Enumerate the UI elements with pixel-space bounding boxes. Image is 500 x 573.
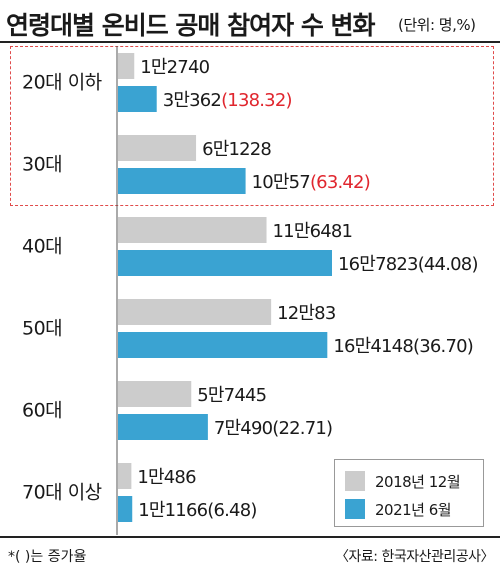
bar-2018-60s bbox=[118, 381, 192, 407]
value-label-2021-60s: 7만490(22.71) bbox=[214, 418, 332, 439]
value-label-2021-30s: 10만57(63.42) bbox=[252, 172, 370, 193]
bar-2018-20s-under bbox=[118, 53, 135, 79]
bar-2021-50s bbox=[118, 332, 328, 358]
growth-label-70s-over: (6.48) bbox=[207, 500, 256, 521]
growth-label-40s: (44.08) bbox=[418, 254, 478, 275]
bar-2021-40s bbox=[118, 250, 332, 276]
value-label-2018-70s-over: 1만486 bbox=[137, 467, 196, 488]
bar-2018-40s bbox=[118, 217, 267, 243]
value-label-2021-50s: 16만4148(36.70) bbox=[333, 336, 473, 357]
legend-item-2021: 2021년 6월 bbox=[345, 498, 452, 520]
footnote: *( )는 증가율 bbox=[8, 549, 87, 565]
growth-label-50s: (36.70) bbox=[413, 336, 473, 357]
legend-swatch-2021 bbox=[345, 499, 365, 519]
category-label-50s: 50대 bbox=[22, 318, 62, 340]
category-label-40s: 40대 bbox=[22, 236, 62, 258]
value-label-2018-20s-under: 1만2740 bbox=[140, 57, 209, 78]
bar-2021-30s bbox=[118, 168, 246, 194]
legend-swatch-2018 bbox=[345, 471, 365, 491]
source-credit: 〈자료: 한국자산관리공사〉 bbox=[335, 549, 494, 565]
top-rule bbox=[0, 41, 500, 43]
value-label-2018-60s: 5만7445 bbox=[197, 385, 266, 406]
legend-item-2018: 2018년 12월 bbox=[345, 470, 461, 492]
bar-2021-20s-under bbox=[118, 86, 157, 112]
highlight-box bbox=[10, 46, 494, 206]
category-label-70s-over: 70대 이상 bbox=[22, 482, 102, 504]
legend-label-2021: 2021년 6월 bbox=[375, 500, 452, 519]
value-label-2018-40s: 11만6481 bbox=[273, 221, 353, 242]
bar-2018-70s-over bbox=[118, 463, 132, 489]
value-label-2021-20s-under: 3만362(138.32) bbox=[163, 90, 292, 111]
legend: 2018년 12월 2021년 6월 bbox=[334, 459, 484, 527]
category-label-60s: 60대 bbox=[22, 400, 62, 422]
value-label-2021-70s-over: 1만1166(6.48) bbox=[138, 500, 256, 521]
unit-note: (단위: 명,%) bbox=[398, 16, 476, 34]
bottom-rule bbox=[0, 536, 500, 538]
value-label-2018-30s: 6만1228 bbox=[202, 139, 271, 160]
category-label-20s-under: 20대 이하 bbox=[22, 72, 102, 94]
growth-label-60s: (22.71) bbox=[272, 418, 332, 439]
legend-label-2018: 2018년 12월 bbox=[375, 472, 461, 491]
value-label-2021-40s: 16만7823(44.08) bbox=[338, 254, 478, 275]
category-label-30s: 30대 bbox=[22, 154, 62, 176]
bar-2018-50s bbox=[118, 299, 272, 325]
bar-2021-70s-over bbox=[118, 496, 133, 522]
bar-2018-30s bbox=[118, 135, 197, 161]
growth-label-30s: (63.42) bbox=[310, 172, 370, 193]
growth-label-20s-under: (138.32) bbox=[221, 90, 292, 111]
bar-2021-60s bbox=[118, 414, 208, 440]
chart-title: 연령대별 온비드 공매 참여자 수 변화 bbox=[6, 11, 376, 40]
value-label-2018-50s: 12만83 bbox=[277, 303, 336, 324]
